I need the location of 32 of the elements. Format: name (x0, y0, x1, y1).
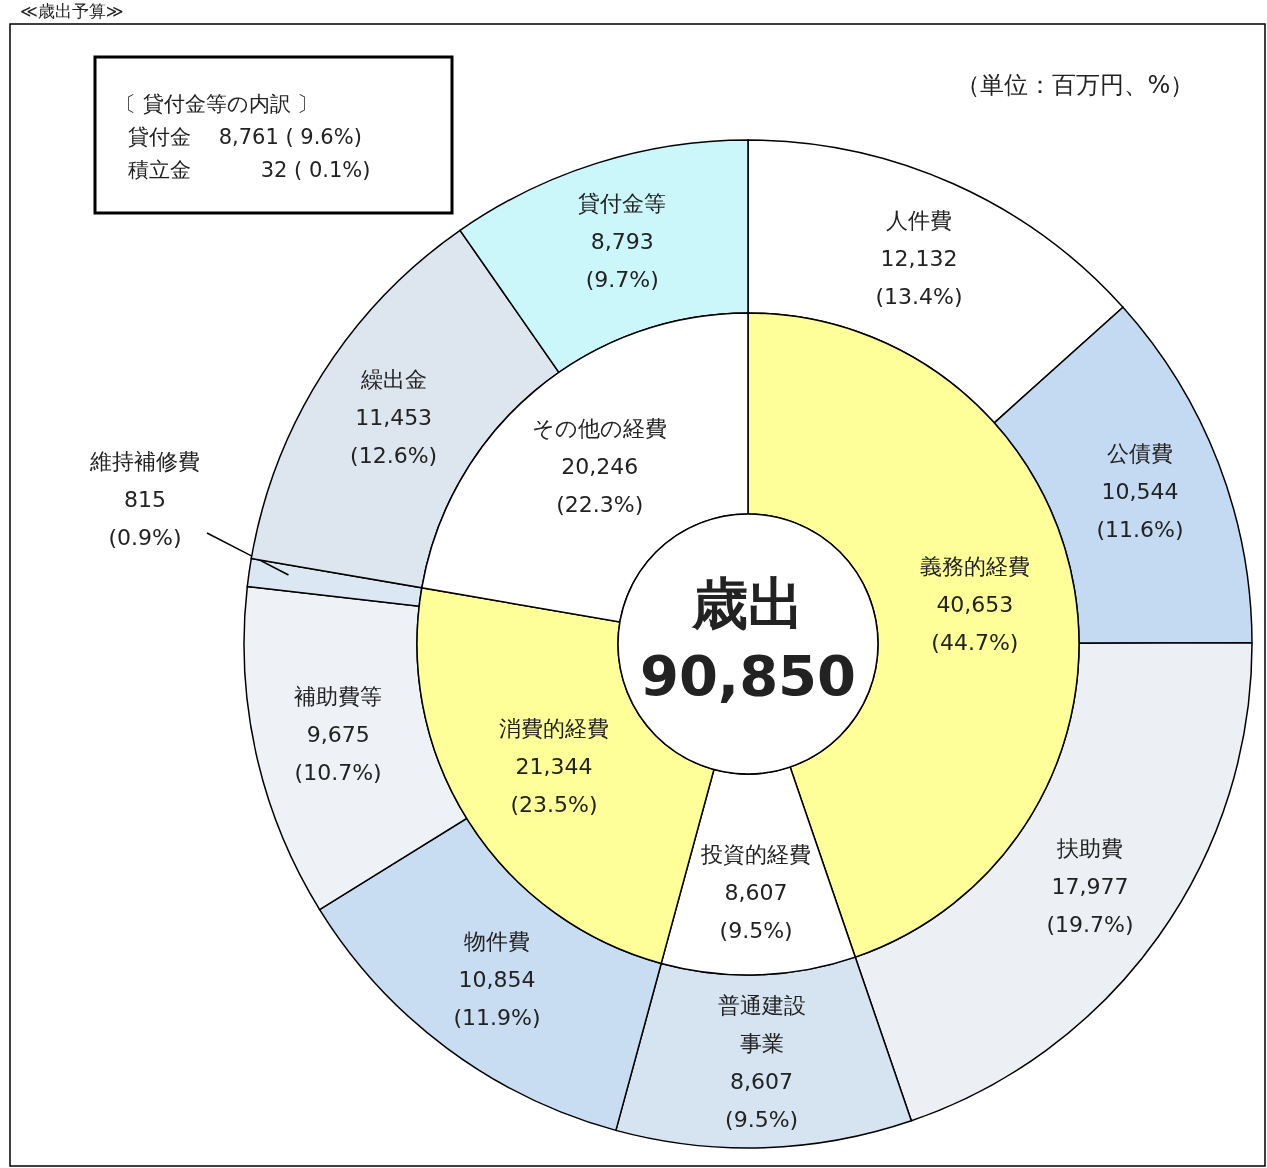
slice-label: その他の経費 (532, 416, 668, 442)
slice-label: 繰出金 (359, 366, 427, 392)
text: 歳出 90,850 (639, 571, 857, 709)
data-label: 12,132 (13.4%) (875, 246, 963, 310)
slice-label: 投資的経費 (700, 841, 812, 867)
slice-label: 義務的経費 (919, 554, 1030, 580)
slice-label: 普通建設事業 (717, 992, 806, 1056)
data-label: 40,653 (44.7%) (931, 592, 1019, 656)
data-label: 9,675 (10.7%) (294, 721, 382, 785)
data-label: 10,544 (11.6%) (1096, 479, 1184, 543)
data-label: 21,344 (23.5%) (510, 753, 598, 817)
text: 〔 貸付金等の内訳 〕 (115, 92, 319, 116)
slice-label: 維持補修費 (89, 448, 200, 474)
text: 積立金 32 ( 0.1%) (128, 158, 371, 182)
text: ≪歳出予算≫ (20, 1, 124, 21)
slice-label: 補助費等 (294, 683, 383, 709)
data-label: 11,453 (12.6%) (350, 404, 438, 468)
slice-label: 公債費 (1107, 441, 1174, 467)
data-label: 17,977 (19.7%) (1046, 873, 1134, 937)
data-label: 815 (0.9%) (108, 486, 182, 550)
data-label: 8,607 (9.5%) (725, 1068, 799, 1132)
text: 貸付金 8,761 ( 9.6%) (128, 125, 362, 149)
slice-label: 貸付金等 (578, 191, 667, 217)
data-label: 20,246 (22.3%) (556, 454, 644, 518)
data-label: 10,854 (11.9%) (453, 966, 541, 1030)
slice-label: 物件費 (463, 928, 530, 954)
slice-label: 人件費 (886, 208, 953, 234)
text: （単位：百万円、%） (955, 71, 1195, 99)
slice-label: 消費的経費 (499, 715, 610, 741)
data-label: 8,793 (9.7%) (585, 229, 659, 293)
data-label: 8,607 (9.5%) (719, 879, 793, 943)
slice-label: 扶助費 (1056, 835, 1124, 861)
